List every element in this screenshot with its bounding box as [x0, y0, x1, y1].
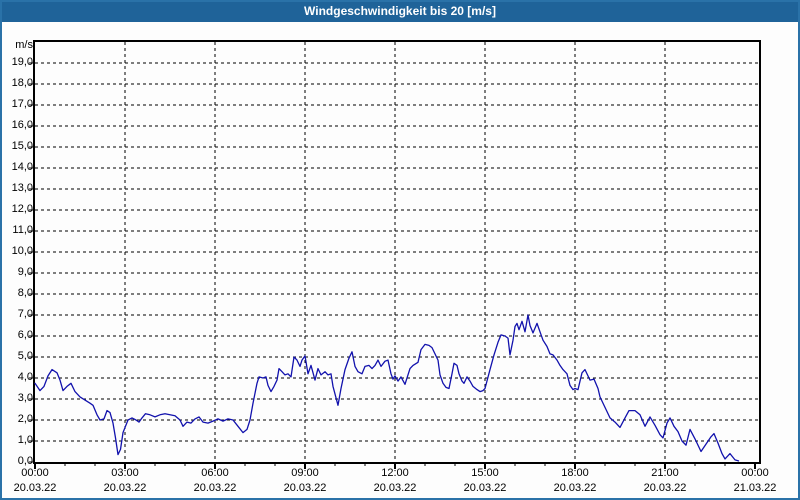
y-tick-label: 7,0 — [17, 308, 33, 320]
x-tick-date-label: 20.03.22 — [643, 482, 687, 494]
y-tick-label: 8,0 — [17, 287, 33, 299]
y-axis-unit-label: m/s — [15, 39, 33, 51]
wind-speed-series-line — [34, 314, 740, 462]
chart-title: Windgeschwindigkeit bis 20 [m/s] — [304, 4, 496, 18]
x-tick-time-label: 00:00 — [741, 467, 769, 479]
y-tick-label: 15,0 — [11, 140, 33, 152]
x-tick-date-label: 20.03.22 — [103, 482, 147, 494]
x-tick-date-label: 20.03.22 — [553, 482, 597, 494]
y-tick-label: 11,0 — [12, 224, 33, 236]
y-tick-label: 14,0 — [11, 161, 33, 173]
y-tick-label: 19,0 — [11, 56, 33, 68]
x-tick-time-label: 03:00 — [111, 467, 139, 479]
chart-title-bar: Windgeschwindigkeit bis 20 [m/s] — [0, 0, 800, 22]
plot-border — [33, 40, 761, 464]
x-tick-date-label: 20.03.22 — [193, 482, 237, 494]
y-tick-label: 10,0 — [11, 245, 33, 257]
x-tick-time-label: 06:00 — [201, 467, 229, 479]
y-tick-label: 6,0 — [17, 329, 33, 341]
x-tick-date-label: 20.03.22 — [463, 482, 507, 494]
y-tick-label: 4,0 — [17, 371, 33, 383]
y-tick-label: 1,0 — [17, 434, 33, 446]
x-tick-time-label: 15:00 — [471, 467, 499, 479]
x-tick-date-label: 20.03.22 — [373, 482, 417, 494]
y-tick-label: 17,0 — [11, 98, 33, 110]
y-tick-label: 12,0 — [11, 203, 33, 215]
x-tick-date-label: 21.03.22 — [733, 482, 777, 494]
y-tick-label: 2,0 — [17, 413, 33, 425]
x-tick-date-label: 20.03.22 — [283, 482, 327, 494]
y-tick-label: 3,0 — [17, 392, 33, 404]
x-tick-time-label: 00:00 — [21, 467, 49, 479]
y-tick-label: 9,0 — [17, 266, 33, 278]
x-tick-time-label: 09:00 — [291, 467, 319, 479]
y-tick-label: 0,0 — [17, 455, 33, 467]
x-tick-time-label: 21:00 — [651, 467, 679, 479]
y-tick-label: 5,0 — [17, 350, 33, 362]
y-tick-label: 18,0 — [11, 77, 33, 89]
y-tick-label: 13,0 — [11, 182, 33, 194]
y-tick-label: 16,0 — [11, 119, 33, 131]
x-tick-time-label: 12:00 — [381, 467, 409, 479]
x-tick-date-label: 20.03.22 — [13, 482, 57, 494]
x-tick-time-label: 18:00 — [561, 467, 589, 479]
